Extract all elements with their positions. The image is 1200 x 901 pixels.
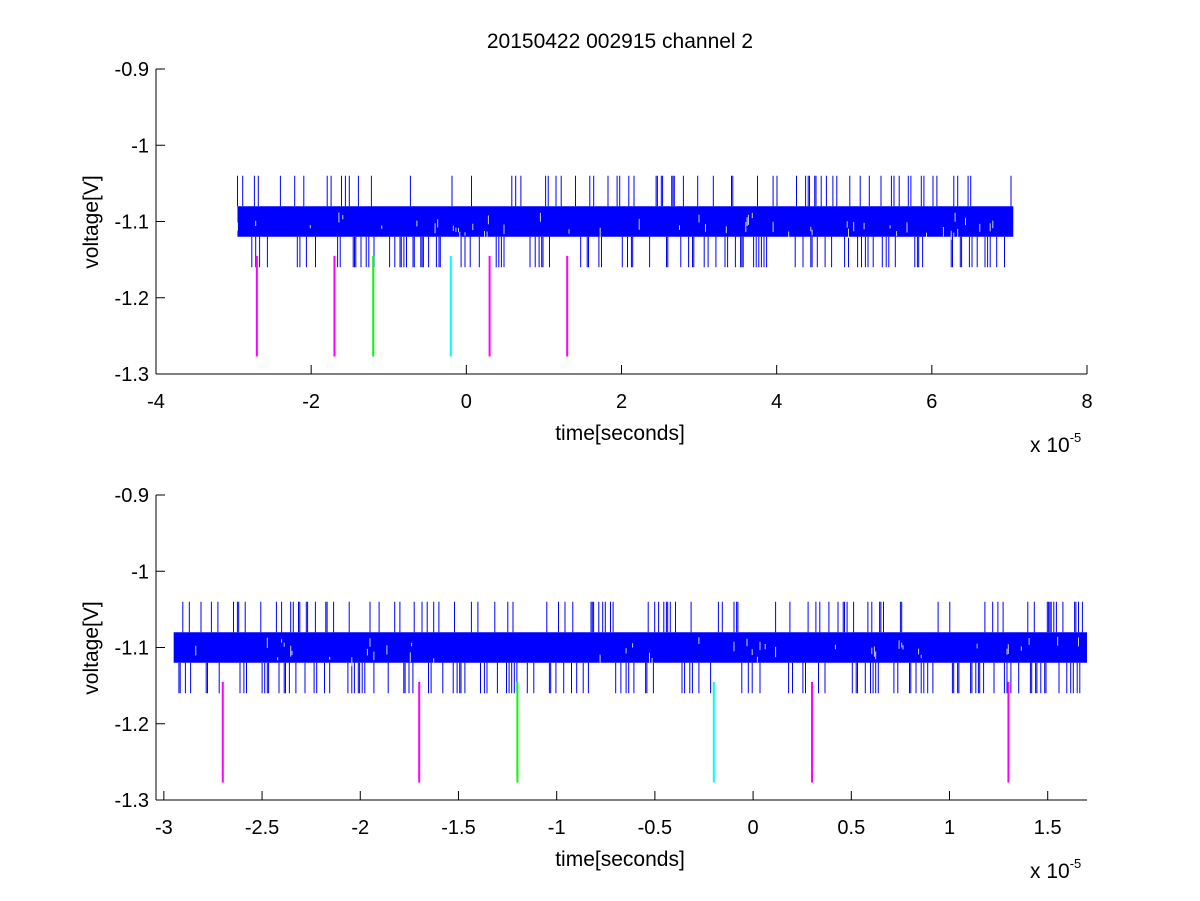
signal-band-gaps xyxy=(237,212,994,244)
x-multiplier-base: x 10 xyxy=(1030,860,1070,883)
signal-band xyxy=(237,206,1014,237)
x-multiplier-base: x 10 xyxy=(1030,434,1070,457)
y-tick-label: -1 xyxy=(131,135,149,157)
y-tick-label: -0.9 xyxy=(115,59,149,81)
chart-title: 20150422 002915 channel 2 xyxy=(487,30,753,53)
y-tick-label: -1.3 xyxy=(115,790,149,812)
x-tick-label: -1 xyxy=(548,817,566,839)
x-axis-label: time[seconds] xyxy=(555,422,685,445)
bottom-subplot: time[seconds] voltage[V] x 10-5 -3 -2.5 -2… xyxy=(80,485,1087,883)
x-axis-label: time[seconds] xyxy=(555,848,685,871)
x-tick-label: 1 xyxy=(944,817,955,839)
x-multiplier-exponent: -5 xyxy=(1070,856,1082,871)
x-tick-label: -1.5 xyxy=(441,817,475,839)
x-tick-label: 8 xyxy=(1081,391,1092,413)
x-tick-label: -2 xyxy=(302,391,320,413)
signal-band-gaps xyxy=(195,636,1079,667)
x-tick-label: 0.5 xyxy=(837,817,865,839)
x-multiplier-label: x 10-5 xyxy=(1030,430,1081,457)
signal-band xyxy=(173,632,1087,663)
signal-spikes-down xyxy=(178,662,1081,694)
y-axis-label: voltage[V] xyxy=(80,175,103,268)
signal-spikes-down xyxy=(251,236,1005,268)
x-tick-label: 4 xyxy=(771,391,782,413)
x-tick-label: 0 xyxy=(461,391,472,413)
y-tick-label: -1.3 xyxy=(115,364,149,386)
x-tick-label: -3 xyxy=(155,817,173,839)
x-tick-label: 1.5 xyxy=(1034,817,1062,839)
x-tick-label: -0.5 xyxy=(638,817,672,839)
x-tick-label: 2 xyxy=(616,391,627,413)
x-tick-label: -2.5 xyxy=(245,817,279,839)
y-tick-label: -1.2 xyxy=(115,714,149,736)
x-multiplier-exponent: -5 xyxy=(1070,430,1082,445)
y-tick-label: -0.9 xyxy=(115,485,149,507)
y-tick-label: -1.1 xyxy=(115,212,149,234)
x-multiplier-label: x 10-5 xyxy=(1030,856,1081,883)
signal-spikes-up xyxy=(182,601,1083,633)
x-tick-label: 6 xyxy=(926,391,937,413)
x-tick-label: -4 xyxy=(147,391,165,413)
y-tick-label: -1.2 xyxy=(115,288,149,310)
signal-spikes-up xyxy=(237,175,1012,207)
x-tick-label: -2 xyxy=(351,817,369,839)
y-tick-label: -1.1 xyxy=(115,638,149,660)
y-tick-label: -1 xyxy=(131,561,149,583)
top-subplot: 20150422 002915 channel 2 time[seconds] … xyxy=(80,30,1093,457)
y-axis-label: voltage[V] xyxy=(80,601,103,694)
x-tick-label: 0 xyxy=(748,817,759,839)
